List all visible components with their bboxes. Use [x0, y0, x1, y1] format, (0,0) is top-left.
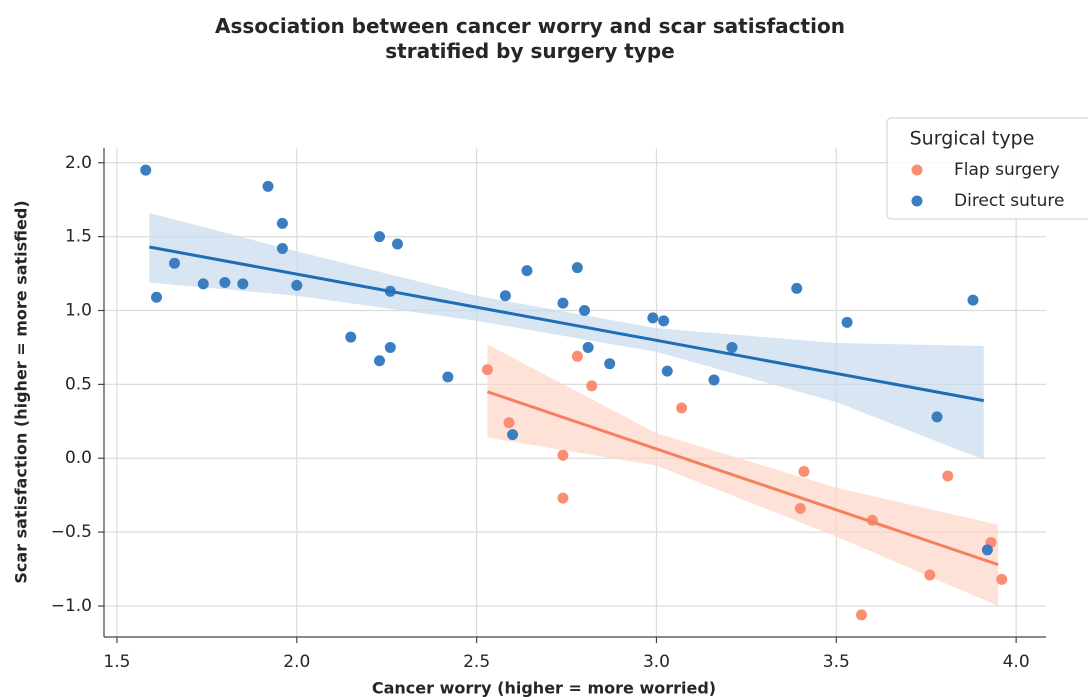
y-tick-label: −1.0 [51, 596, 92, 616]
point [586, 380, 598, 392]
point [384, 341, 396, 353]
y-tick-label: 2.0 [65, 153, 92, 173]
legend-label: Direct suture [954, 191, 1064, 211]
y-tick-label: −0.5 [51, 522, 92, 542]
point [996, 573, 1008, 585]
point [345, 331, 357, 343]
confidence-band [487, 344, 999, 606]
point [237, 278, 249, 290]
point [391, 238, 403, 250]
point [276, 242, 288, 254]
point [521, 265, 533, 277]
x-tick-label: 3.0 [643, 652, 670, 672]
legend-label: Flap surgery [954, 160, 1060, 180]
point [924, 569, 936, 581]
x-tick-label: 2.0 [283, 652, 310, 672]
point [726, 341, 738, 353]
point [798, 466, 810, 478]
point [374, 231, 386, 243]
point [557, 492, 569, 504]
point [276, 217, 288, 229]
x-tick-label: 4.0 [1003, 652, 1030, 672]
point [708, 374, 720, 386]
point [855, 609, 867, 621]
x-tick-label: 2.5 [463, 652, 490, 672]
point [219, 276, 231, 288]
regression-line [486, 390, 999, 567]
confidence-band [149, 213, 984, 460]
point [981, 544, 993, 556]
point [151, 291, 163, 303]
point [967, 294, 979, 306]
legend-marker [911, 195, 923, 207]
point [503, 417, 515, 429]
point [168, 257, 180, 269]
point [647, 312, 659, 324]
point [571, 350, 583, 362]
y-tick-label: 0.5 [65, 374, 92, 394]
point [557, 449, 569, 461]
x-axis-label: Cancer worry (higher = more worried) [372, 679, 716, 697]
point [291, 279, 303, 291]
point [931, 411, 943, 423]
y-tick-label: 0.0 [65, 448, 92, 468]
y-axis-label: Scar satisfaction (higher = more satisfi… [12, 200, 31, 583]
point [571, 262, 583, 274]
point [661, 365, 673, 377]
point [557, 297, 569, 309]
point [481, 364, 493, 376]
point [676, 402, 688, 414]
point [262, 180, 274, 192]
legend-box [886, 117, 1088, 220]
x-tick-label: 1.5 [103, 652, 130, 672]
point [197, 278, 209, 290]
point [658, 315, 670, 327]
y-tick-label: 1.5 [65, 227, 92, 247]
point [374, 355, 386, 367]
legend-marker [911, 164, 923, 176]
point [499, 290, 511, 302]
point [942, 470, 954, 482]
regression-line [149, 245, 985, 403]
point [841, 316, 853, 328]
point [582, 341, 594, 353]
chart-title: Association between cancer worry and sca… [215, 14, 845, 63]
point [442, 371, 454, 383]
legend-title: Surgical type [910, 128, 1035, 150]
point [791, 282, 803, 294]
point [604, 358, 616, 370]
point [140, 164, 152, 176]
x-tick-label: 3.5 [823, 652, 850, 672]
y-tick-label: 1.0 [65, 301, 92, 321]
point [579, 305, 591, 317]
point [794, 502, 806, 514]
point [507, 429, 519, 441]
